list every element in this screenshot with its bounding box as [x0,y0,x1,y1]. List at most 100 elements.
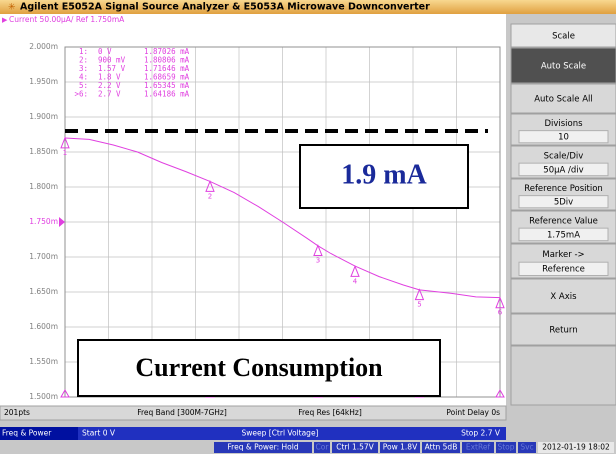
info-item: Point Delay 0s [446,408,500,417]
softkey-label: Reference Position [524,184,603,194]
marker-y: 1.64186 mA [144,90,190,99]
marker [60,136,70,149]
status-item: Svc [520,443,533,452]
marker [205,180,215,192]
marker-y: 1.87026 mA [144,47,190,56]
softkey-value-box [518,261,609,277]
marker-x: 1.8 V [98,73,121,82]
marker-name: >6: [74,90,88,99]
annotation: 1.9 mA [341,159,427,190]
marker-y: 1.80806 mA [144,56,190,65]
status-cell [462,442,494,453]
marker-tag: 4 [353,277,358,285]
marker-name: 1: [79,47,88,56]
annotation: Current Consumption [135,353,383,382]
softkey-label: Scale/Div [544,151,584,161]
softkey-label: Reference Value [529,216,598,226]
marker-y: 1.71646 mA [144,64,190,73]
y-tick-label: 2.000m [29,42,58,51]
softkey-label: Return [549,326,577,336]
trace [64,137,501,299]
header-arrow: ▶ [2,16,8,24]
y-tick-label: 1.800m [29,182,58,191]
softkey-label: Auto Scale All [534,95,593,105]
y-tick-label: 1.900m [29,112,58,121]
marker [414,288,425,301]
info-bar [0,405,507,421]
sweep-item: Stop 2.7 V [461,429,501,438]
reference-marker [59,217,65,227]
status-cell [518,442,536,453]
chart-header: Current 50.00µA/ Ref 1.750mA [9,15,125,24]
status-item: 2012-01-19 18:02 [542,443,610,452]
marker [495,296,505,309]
status-cell [332,442,378,453]
softkey-value-box [518,195,609,209]
marker-tag: 5 [417,301,421,309]
marker-name: 4: [79,73,88,82]
window-title: Agilent E5052A Signal Source Analyzer & … [20,2,430,13]
annotation-box [77,339,441,397]
menu-title [510,23,616,48]
softkey[interactable] [510,83,616,114]
y-tick-label: 1.950m [29,77,58,86]
softkey-value: 10 [558,133,569,143]
info-item: 201pts [4,408,30,417]
marker-x: 900 mV [98,56,126,65]
marker-tag: 2 [208,192,212,200]
softkey-label: Marker -> [542,250,584,260]
title-bar [0,0,616,14]
softkey-value-box [518,130,609,144]
softkey[interactable] [510,313,616,346]
y-tick-label: 1.500m [29,392,58,401]
softkey-label: Scale [552,32,575,42]
y-tick-label: 1.750m [29,217,58,226]
marker-name: 5: [79,81,88,90]
status-item: Cor [316,443,330,452]
softkey-label: Divisions [544,119,583,129]
marker-x: 0 V [98,47,112,56]
y-tick-label: 1.700m [29,252,58,261]
status-cell [538,442,614,453]
y-tick-label: 1.850m [29,147,58,156]
status-cell [214,442,312,453]
softkey-value-box [518,227,609,242]
softkey-blank [510,345,616,406]
y-tick-label: 1.650m [29,287,58,296]
info-item: Freq Band [300M-7GHz] [137,408,227,417]
sweep-item: Start 0 V [82,429,116,438]
info-item: Freq Res [64kHz] [298,408,362,417]
sweep-item: Sweep [Ctrl Voltage] [242,429,319,438]
sweep-bar [0,427,506,440]
y-tick-label: 1.550m [29,357,58,366]
status-cell [422,442,460,453]
softkey-value: 50µA /div [543,165,583,175]
marker-name: 2: [79,56,88,65]
sweep-tab [0,427,78,440]
marker-tag: 3 [316,256,320,264]
status-cell [314,442,330,453]
softkey-label: Auto Scale [541,62,586,72]
softkey[interactable] [510,47,616,84]
status-cell [496,442,516,453]
annotation-box [299,144,469,209]
softkey-value: 5Div [554,198,573,208]
stimulus-marker [60,388,70,398]
marker [350,265,360,277]
marker-x: 1.57 V [98,64,126,73]
marker-y: 1.68659 mA [144,73,190,82]
status-cell [380,442,420,453]
marker [313,244,323,256]
marker-x: 2.2 V [98,81,121,90]
status-item: Pow 1.8V [383,443,418,452]
marker-y: 1.65345 mA [144,81,190,90]
status-item: ExtRef [466,443,491,452]
title-icon: ✳ [8,3,16,13]
sweep-item: Freq & Power [2,429,52,438]
status-item: Attn 5dB [425,443,458,452]
status-item: Ctrl 1.57V [336,443,374,452]
softkey[interactable] [510,278,616,314]
marker-name: 3: [79,64,88,73]
softkey-value: Reference [542,265,585,275]
